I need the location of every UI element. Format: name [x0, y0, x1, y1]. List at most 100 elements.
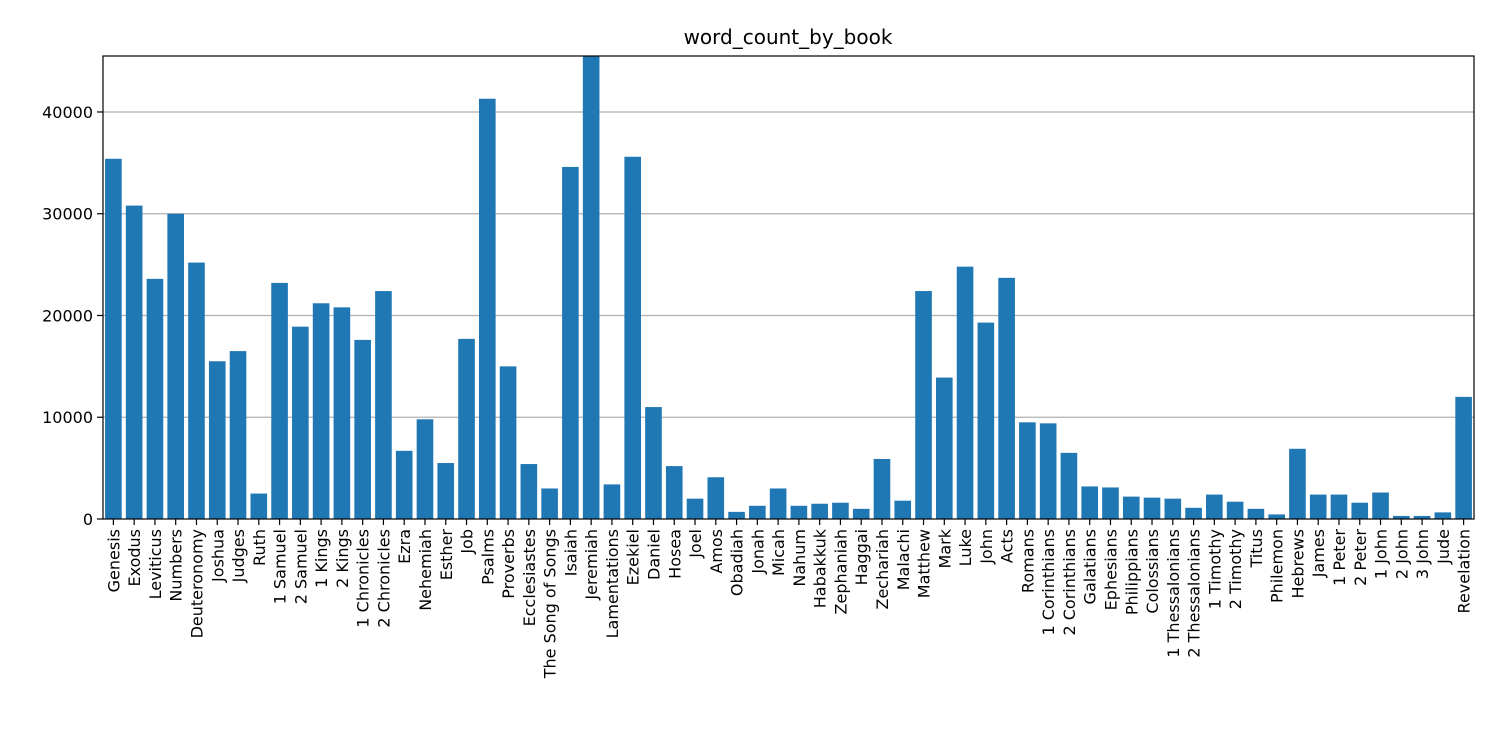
x-tick-label: 2 Thessalonians — [1185, 529, 1204, 658]
bar — [1268, 514, 1285, 519]
x-tick-label: 3 John — [1413, 529, 1432, 579]
x-axis-ticks: Genesis Exodus Leviticus Numbers Deuteronomy… — [104, 519, 1474, 679]
x-tick-label: Psalms — [478, 529, 497, 585]
bar — [1226, 501, 1244, 519]
x-tick-label: Revelation — [1455, 529, 1474, 613]
bar — [1413, 515, 1431, 519]
x-tick-label: Hebrews — [1288, 529, 1307, 599]
bar — [1206, 494, 1223, 519]
x-tick-label: Amos — [707, 529, 726, 574]
x-tick-label: Haggai — [852, 529, 871, 585]
x-tick-label: Esther — [437, 529, 456, 581]
x-tick-label: Judges — [229, 529, 248, 583]
x-tick-label: Zechariah — [873, 529, 892, 610]
bar — [1247, 508, 1265, 519]
bar — [125, 205, 143, 520]
x-tick-label: Ecclesiastes — [520, 529, 539, 626]
bar — [998, 277, 1015, 519]
x-tick-label: Luke — [956, 529, 975, 566]
bar — [1289, 448, 1306, 519]
x-tick-label: Habakkuk — [811, 528, 830, 608]
y-tick-label: 20000 — [42, 306, 93, 325]
bar — [769, 488, 787, 519]
bars — [105, 56, 1472, 520]
x-tick-label: Numbers — [167, 529, 186, 602]
bar — [790, 505, 808, 519]
x-tick-label: 2 Peter — [1351, 529, 1370, 586]
bar — [1330, 494, 1348, 519]
bar — [354, 339, 371, 519]
x-tick-label: 1 Kings — [312, 529, 331, 588]
bar — [167, 213, 185, 519]
x-tick-label: 1 Peter — [1330, 529, 1349, 586]
bar — [915, 291, 932, 519]
x-tick-label: Ezekiel — [624, 529, 643, 585]
bar — [852, 508, 870, 519]
x-tick-label: Malachi — [894, 529, 913, 590]
plot-frame — [102, 55, 1475, 520]
bar — [416, 419, 434, 519]
bar — [562, 166, 579, 519]
x-tick-label: 1 Thessalonians — [1164, 529, 1183, 658]
bar — [1122, 496, 1140, 519]
bar — [1102, 487, 1119, 519]
x-tick-label: 2 Chronicles — [374, 529, 393, 628]
x-tick-label: 2 Kings — [333, 529, 352, 588]
bar — [582, 56, 600, 519]
bar — [105, 158, 122, 519]
x-tick-label: Genesis — [104, 529, 123, 592]
x-tick-label: Mark — [935, 528, 954, 568]
bar — [1434, 512, 1452, 519]
x-tick-label: 2 John — [1392, 529, 1411, 579]
y-tick-label: 40000 — [42, 103, 93, 122]
gridlines — [103, 111, 1474, 418]
x-tick-label: Proverbs — [499, 529, 518, 599]
x-tick-label: Leviticus — [146, 529, 165, 599]
bar — [1019, 422, 1036, 519]
x-tick-label: Galatians — [1081, 529, 1100, 604]
bar — [292, 326, 309, 519]
bar — [624, 156, 642, 519]
bar — [873, 458, 891, 519]
y-tick-label: 30000 — [42, 205, 93, 224]
x-tick-label: Deuteronomy — [187, 529, 206, 638]
x-tick-label: Acts — [998, 529, 1017, 563]
x-tick-label: The Song of Songs — [541, 529, 560, 679]
bar — [935, 377, 953, 519]
bar — [312, 303, 330, 519]
bar — [1455, 396, 1472, 519]
x-tick-label: Jude — [1434, 529, 1453, 565]
bar — [1060, 452, 1078, 519]
x-tick-label: 1 John — [1372, 529, 1391, 579]
bar — [728, 511, 745, 519]
bar — [188, 262, 205, 519]
bar — [832, 502, 849, 519]
bar — [1143, 497, 1161, 519]
bar — [375, 291, 392, 519]
x-tick-label: Lamentations — [603, 529, 622, 638]
bar — [665, 466, 683, 519]
x-tick-label: James — [1309, 529, 1328, 578]
bar — [645, 407, 662, 519]
bar — [541, 488, 558, 519]
x-tick-label: 1 Corinthians — [1039, 529, 1058, 636]
bar — [146, 278, 164, 519]
x-tick-label: Jeremiah — [582, 529, 601, 601]
bar — [333, 307, 351, 519]
x-tick-label: Obadiah — [728, 529, 747, 596]
bar — [894, 500, 912, 519]
x-tick-label: 2 Samuel — [291, 529, 310, 604]
bar — [271, 282, 288, 519]
x-tick-label: John — [977, 529, 996, 565]
x-tick-label: Joel — [686, 529, 705, 559]
x-tick-label: Job — [458, 529, 477, 555]
bar — [707, 477, 725, 519]
y-tick-label: 0 — [83, 510, 93, 529]
bar — [1081, 486, 1099, 519]
bar — [478, 98, 496, 519]
x-tick-label: Nahum — [790, 529, 809, 587]
x-tick-label: Micah — [769, 529, 788, 576]
chart-title: word_count_by_book — [684, 25, 893, 49]
x-tick-label: 1 Samuel — [271, 529, 290, 604]
